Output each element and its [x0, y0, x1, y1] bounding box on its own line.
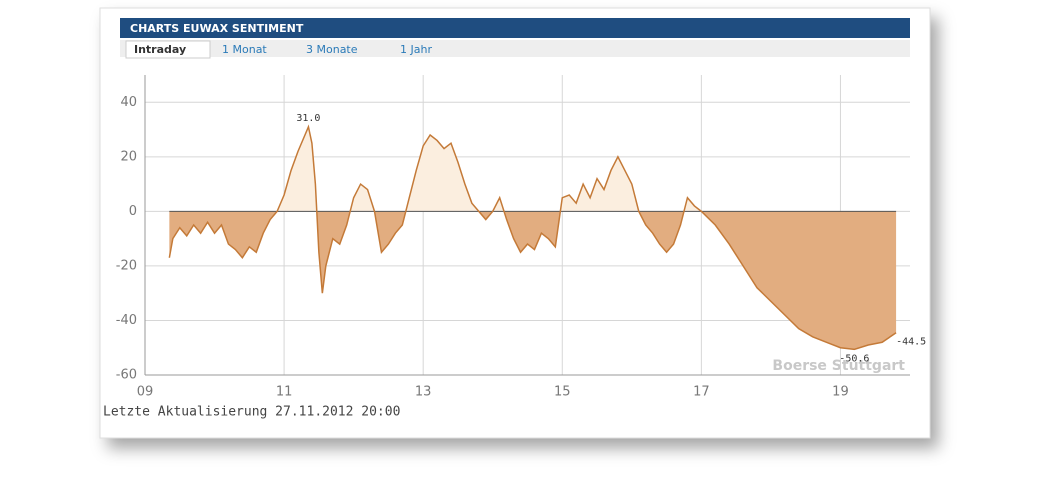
y-tick-label: 20: [120, 149, 137, 164]
y-tick-label: -60: [116, 368, 137, 383]
tab[interactable]: 1 Monat: [222, 43, 267, 56]
tab-active[interactable]: [125, 40, 211, 59]
tab[interactable]: Intraday: [134, 43, 186, 56]
x-tick-label: 19: [832, 385, 849, 400]
footer: Letzte Aktualisierung 27.11.2012 20:00: [103, 405, 400, 420]
tab[interactable]: 3 Monate: [306, 43, 358, 56]
x-tick-label: 11: [276, 385, 293, 400]
tab-bar: [120, 40, 910, 57]
header-title: CHARTS EUWAX SENTIMENT: [130, 22, 304, 35]
y-tick-label: 0: [129, 204, 137, 219]
x-tick-label: 09: [137, 385, 154, 400]
area-below: [169, 211, 897, 350]
y-tick-label: -20: [116, 258, 137, 273]
header-bar: [120, 18, 910, 38]
annotation: 31.0: [296, 113, 320, 124]
x-tick-label: 15: [554, 385, 571, 400]
y-tick-label: 40: [120, 95, 137, 110]
tab[interactable]: 1 Jahr: [400, 43, 432, 56]
annotation: -50.6: [839, 353, 869, 364]
x-tick-label: 13: [415, 385, 432, 400]
annotation: -44.5: [896, 337, 926, 348]
x-tick-label: 17: [693, 385, 710, 400]
watermark: Boerse Stuttgart: [772, 358, 905, 374]
line: [168, 124, 897, 351]
y-tick-label: -40: [116, 313, 137, 328]
